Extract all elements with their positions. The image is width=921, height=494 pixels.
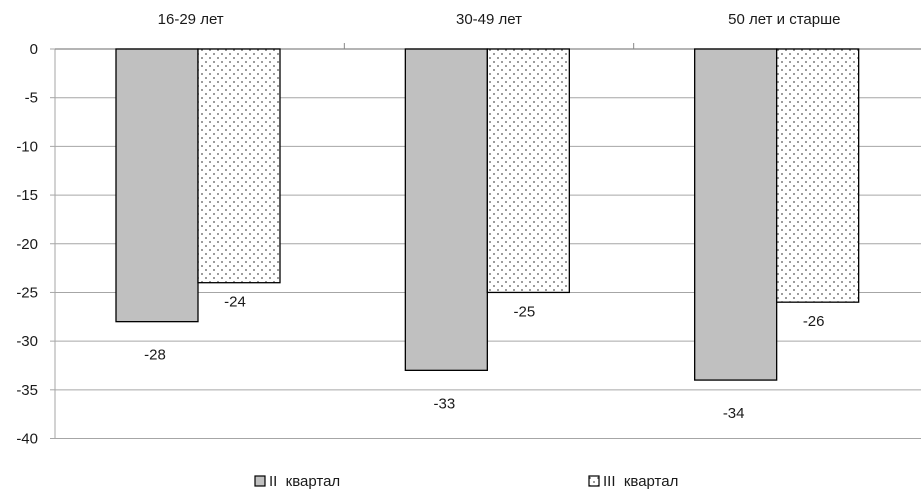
bar-ii-kvartal-3	[694, 48, 778, 381]
data-label: -24	[224, 294, 246, 311]
category-label: 30-49 лет	[456, 11, 522, 28]
bar-ii-kvartal-2	[404, 48, 488, 371]
y-tick-label: -5	[25, 90, 38, 107]
category-label: 16-29 лет	[158, 11, 224, 28]
bar-iii-kvartal-2	[486, 48, 570, 294]
bar-iii-kvartal-3	[776, 48, 860, 303]
bar-ii-kvartal-1	[115, 48, 199, 323]
data-label: -33	[433, 395, 455, 412]
legend-item-ii-kvartal: II квартал	[254, 473, 340, 490]
legend: II квартал III квартал	[254, 473, 678, 490]
legend-swatch	[254, 475, 266, 487]
data-label: -34	[723, 405, 745, 422]
category-label: 50 лет и старше	[728, 11, 840, 28]
data-label: -28	[144, 347, 166, 364]
y-tick-label: -25	[16, 284, 38, 301]
data-label: -26	[803, 313, 825, 330]
legend-label: II квартал	[269, 473, 340, 490]
y-tick-label: -35	[16, 382, 38, 399]
bars	[115, 48, 860, 381]
category-axis	[55, 43, 921, 50]
y-tick-label: -40	[16, 431, 38, 448]
y-tick-label: -30	[16, 333, 38, 350]
legend-item-iii-kvartal: III квартал	[588, 473, 678, 490]
data-labels: -28 -24 -33 -25 -34 -26	[144, 294, 824, 422]
legend-swatch	[588, 475, 600, 487]
data-label: -25	[513, 303, 535, 320]
y-axis-tick-labels: 0 -5 -10 -15 -20 -25 -30 -35 -40	[16, 41, 38, 448]
category-labels: 16-29 лет 30-49 лет 50 лет и старше	[158, 11, 841, 28]
legend-label: III квартал	[603, 473, 678, 490]
y-tick-label: -10	[16, 138, 38, 155]
y-tick-label: 0	[30, 41, 38, 58]
y-tick-label: -15	[16, 187, 38, 204]
y-tick-label: -20	[16, 236, 38, 253]
bar-iii-kvartal-1	[197, 48, 281, 284]
